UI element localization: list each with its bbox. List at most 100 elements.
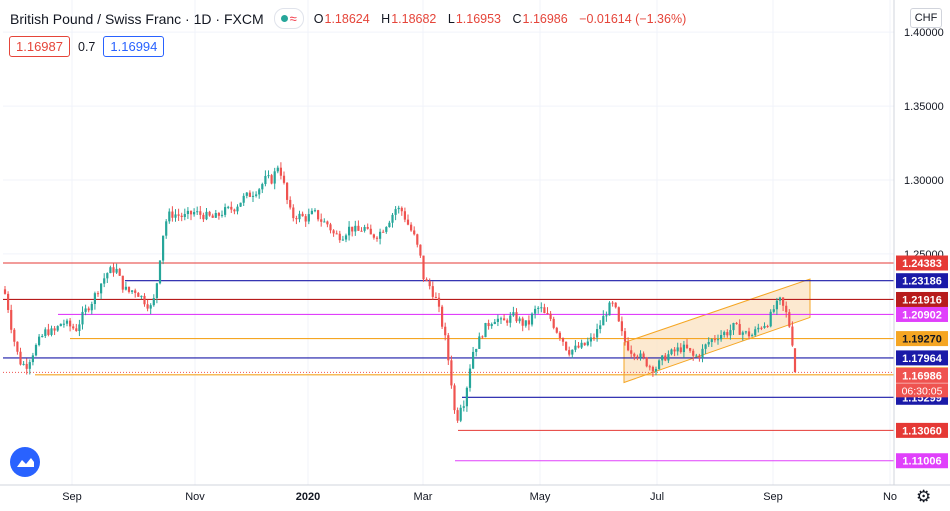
x-tick-label: Nov bbox=[185, 491, 205, 503]
candle bbox=[710, 339, 713, 343]
candle bbox=[193, 212, 196, 215]
candle bbox=[565, 341, 568, 351]
candle bbox=[44, 329, 47, 336]
candle bbox=[56, 326, 59, 331]
high-value: 1.18682 bbox=[391, 11, 437, 26]
candle bbox=[472, 351, 475, 369]
candle bbox=[428, 281, 431, 287]
candle bbox=[251, 195, 255, 197]
candle bbox=[682, 344, 685, 353]
candle bbox=[772, 309, 775, 312]
candle bbox=[323, 221, 326, 223]
candle bbox=[496, 318, 499, 322]
y-tick-label: 1.40000 bbox=[904, 27, 944, 39]
candle bbox=[65, 320, 69, 324]
candle bbox=[521, 318, 524, 326]
candle bbox=[388, 222, 391, 228]
candle bbox=[134, 290, 137, 293]
level-tag: 1.13060 bbox=[902, 425, 942, 437]
candle bbox=[741, 332, 744, 335]
candle bbox=[149, 305, 152, 309]
candle bbox=[654, 368, 658, 372]
candle bbox=[202, 214, 205, 220]
tradingview-cloud-icon[interactable] bbox=[10, 447, 40, 477]
candle bbox=[747, 331, 751, 337]
candle bbox=[431, 286, 434, 297]
candle bbox=[509, 315, 512, 323]
candle bbox=[775, 300, 778, 310]
candle bbox=[630, 350, 633, 354]
candle bbox=[103, 278, 106, 284]
candle bbox=[255, 194, 258, 196]
candle bbox=[205, 211, 208, 220]
gear-icon[interactable]: ⚙ bbox=[916, 487, 932, 506]
sell-price-button[interactable]: 1.16987 bbox=[9, 36, 70, 57]
candle bbox=[447, 335, 450, 361]
candle bbox=[19, 351, 22, 365]
candle bbox=[583, 342, 586, 346]
candle bbox=[716, 339, 720, 341]
x-tick-label: Jul bbox=[650, 491, 664, 503]
candle bbox=[642, 353, 645, 358]
candle bbox=[611, 302, 614, 304]
candle bbox=[534, 308, 537, 314]
currency-button[interactable]: CHF bbox=[910, 8, 942, 28]
buy-price-button[interactable]: 1.16994 bbox=[103, 36, 165, 57]
candle bbox=[444, 326, 447, 336]
candle bbox=[490, 324, 493, 327]
candle bbox=[245, 192, 248, 196]
candle bbox=[614, 302, 617, 308]
x-tick-label: May bbox=[530, 491, 551, 503]
status-toggle[interactable]: ≈ bbox=[273, 8, 304, 29]
candle bbox=[162, 235, 165, 261]
candle bbox=[568, 350, 571, 355]
candle bbox=[419, 244, 422, 256]
level-tag-bg bbox=[896, 350, 948, 366]
candle bbox=[351, 226, 354, 232]
candle bbox=[434, 296, 437, 298]
candle bbox=[676, 347, 679, 352]
candle bbox=[360, 230, 363, 232]
candle bbox=[152, 298, 155, 306]
candle bbox=[292, 207, 295, 219]
candle bbox=[530, 313, 534, 325]
candle bbox=[667, 354, 670, 361]
candle bbox=[16, 341, 19, 352]
wave-icon: ≈ bbox=[289, 11, 297, 26]
candle bbox=[224, 207, 227, 215]
candle bbox=[465, 387, 468, 407]
candle bbox=[59, 323, 62, 327]
candle bbox=[208, 211, 211, 216]
x-tick-label: Sep bbox=[763, 491, 783, 503]
candle bbox=[441, 306, 444, 327]
candle bbox=[543, 307, 546, 314]
candle bbox=[732, 322, 735, 331]
candle bbox=[791, 326, 794, 346]
quote-row: 1.16987 0.7 1.16994 bbox=[9, 36, 165, 57]
candle bbox=[62, 323, 65, 325]
candle bbox=[574, 345, 577, 350]
candle bbox=[121, 275, 124, 290]
candle bbox=[298, 213, 301, 220]
candle bbox=[608, 302, 611, 316]
candle bbox=[726, 332, 729, 336]
level-tag: 1.21916 bbox=[902, 294, 942, 306]
candle bbox=[140, 295, 143, 297]
candle bbox=[456, 410, 459, 421]
candle bbox=[81, 311, 84, 325]
candle bbox=[596, 329, 599, 338]
level-tag: 1.19270 bbox=[902, 334, 942, 346]
candle bbox=[31, 355, 34, 363]
candle bbox=[515, 312, 518, 322]
candle bbox=[744, 331, 747, 333]
candle bbox=[450, 360, 453, 386]
candle bbox=[670, 349, 673, 355]
symbol-title[interactable]: British Pound / Swiss Franc · 1D · FXCM bbox=[10, 10, 264, 27]
candle bbox=[143, 295, 146, 305]
candle bbox=[462, 406, 465, 408]
candle bbox=[75, 328, 78, 332]
last-candle bbox=[793, 348, 797, 373]
candle bbox=[475, 348, 478, 352]
x-tick-label: 2020 bbox=[296, 491, 320, 503]
